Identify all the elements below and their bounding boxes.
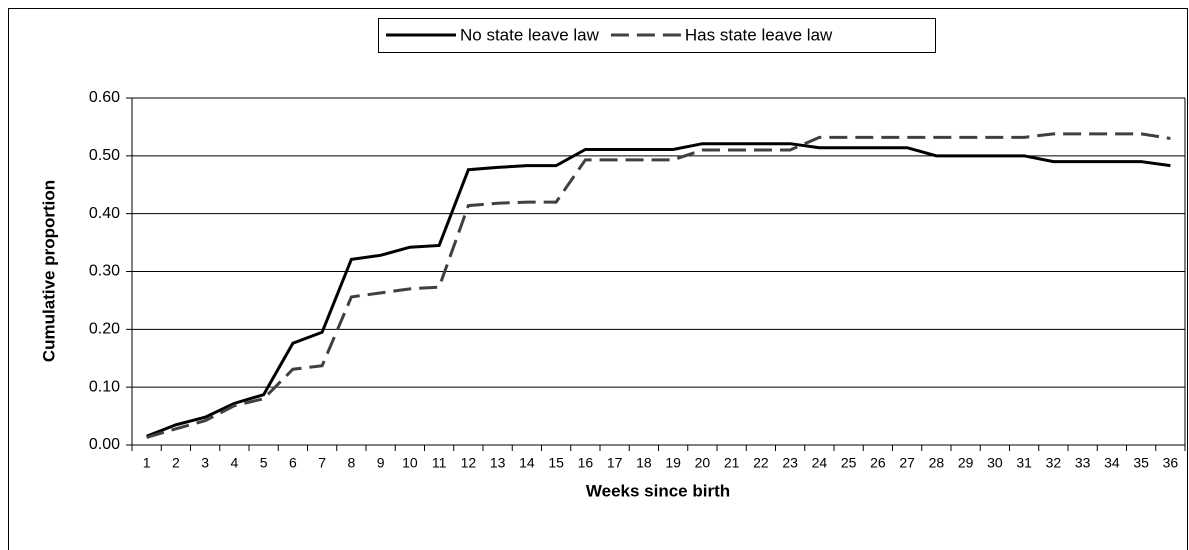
x-tick-label: 22 [753, 455, 769, 471]
x-tick-label: 10 [402, 455, 418, 471]
y-tick-label: 0.50 [89, 147, 120, 164]
y-tick-label: 0.20 [89, 321, 120, 338]
x-tick-label: 6 [289, 455, 297, 471]
y-axis-title: Cumulative proportion [39, 180, 58, 362]
x-tick-label: 36 [1163, 455, 1179, 471]
x-tick-label: 26 [870, 455, 886, 471]
x-tick-label: 7 [318, 455, 326, 471]
x-tick-label: 13 [490, 455, 506, 471]
x-tick-label: 14 [519, 455, 535, 471]
x-tick-label: 29 [958, 455, 974, 471]
x-axis-title: Weeks since birth [586, 481, 730, 500]
series-line [146, 142, 1171, 438]
legend-label: No state leave law [460, 25, 600, 44]
x-tick-label: 21 [724, 455, 740, 471]
series-line [146, 132, 1171, 439]
x-tick-label: 5 [260, 455, 268, 471]
x-tick-label: 1 [143, 455, 151, 471]
x-tick-label: 9 [377, 455, 385, 471]
x-tick-label: 24 [812, 455, 828, 471]
legend-box [378, 18, 936, 53]
x-tick-label: 35 [1133, 455, 1149, 471]
x-tick-label: 23 [782, 455, 798, 471]
y-tick-label: 0.30 [89, 263, 120, 280]
x-tick-label: 19 [665, 455, 681, 471]
x-tick-label: 28 [929, 455, 945, 471]
x-tick-label: 18 [636, 455, 652, 471]
x-tick-label: 16 [578, 455, 594, 471]
x-tick-label: 31 [1016, 455, 1032, 471]
y-tick-label: 0.60 [89, 89, 120, 106]
x-tick-label: 12 [461, 455, 477, 471]
x-tick-label: 8 [347, 455, 355, 471]
x-tick-label: 30 [987, 455, 1003, 471]
x-tick-label: 34 [1104, 455, 1120, 471]
x-tick-label: 15 [548, 455, 564, 471]
y-tick-label: 0.10 [89, 378, 120, 395]
y-tick-label: 0.00 [89, 436, 120, 453]
x-tick-label: 4 [230, 455, 238, 471]
x-tick-label: 33 [1075, 455, 1091, 471]
x-tick-label: 2 [172, 455, 180, 471]
x-tick-label: 27 [899, 455, 915, 471]
legend-label: Has state leave law [685, 25, 833, 44]
x-tick-label: 3 [201, 455, 209, 471]
x-tick-label: 11 [432, 455, 447, 471]
chart-border [8, 8, 1188, 550]
x-tick-label: 17 [607, 455, 623, 471]
x-tick-label: 32 [1046, 455, 1062, 471]
x-tick-label: 25 [841, 455, 857, 471]
y-tick-label: 0.40 [89, 205, 120, 222]
x-tick-label: 20 [695, 455, 711, 471]
